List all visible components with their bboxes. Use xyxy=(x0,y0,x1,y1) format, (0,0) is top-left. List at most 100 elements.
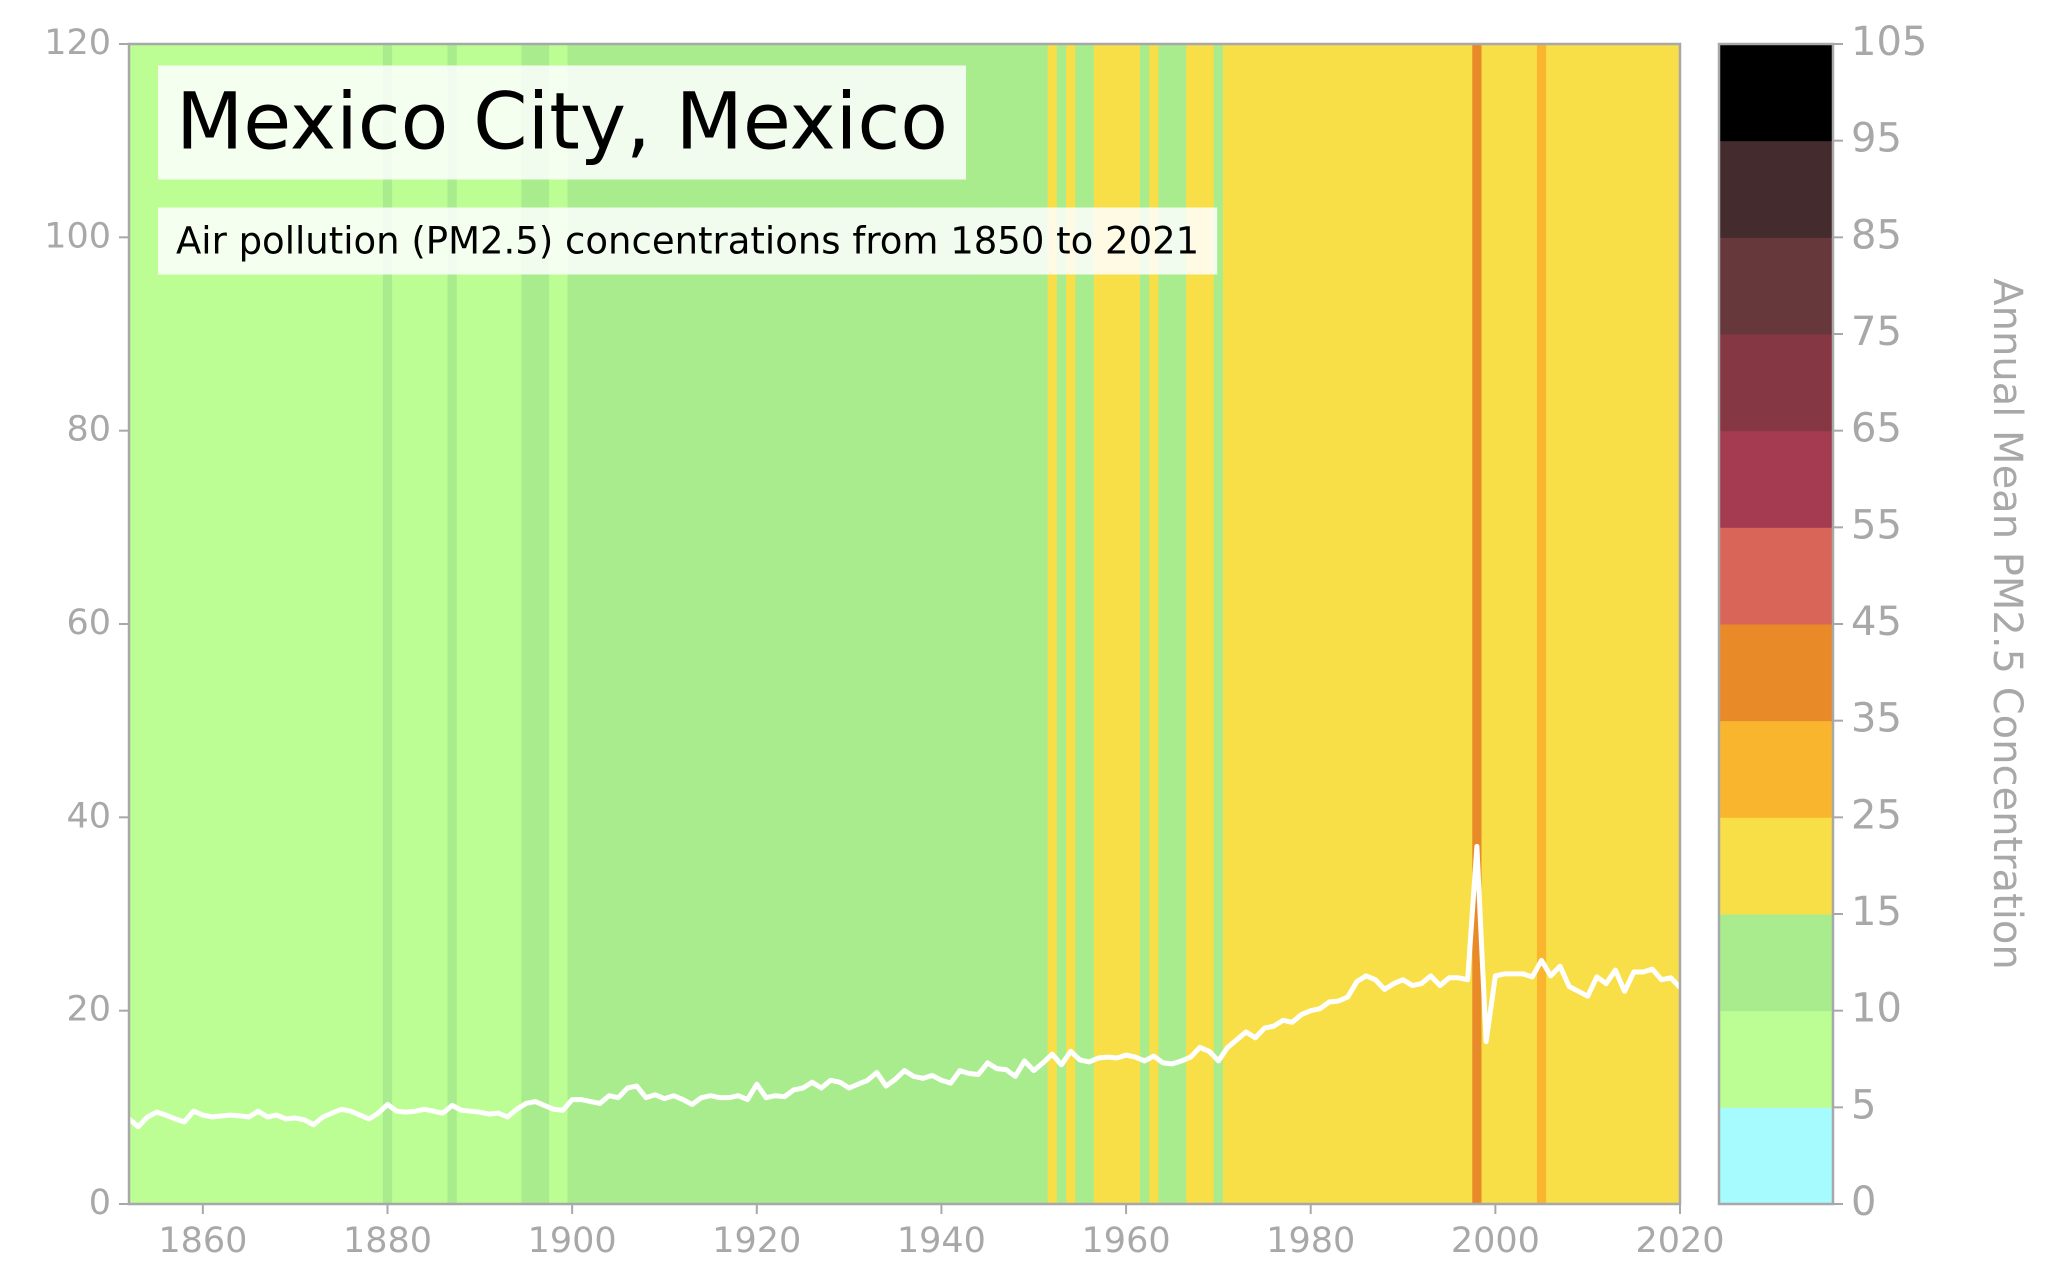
stripe xyxy=(410,44,421,1204)
stripe xyxy=(973,44,984,1204)
stripe xyxy=(946,44,956,1204)
stripe xyxy=(1444,44,1455,1204)
x-tick-label: 1880 xyxy=(343,1221,432,1261)
stripe xyxy=(1278,44,1289,1204)
y-tick-label: 20 xyxy=(66,990,111,1030)
stripe xyxy=(281,44,292,1204)
stripe xyxy=(244,44,255,1204)
stripe xyxy=(816,44,827,1204)
stripe xyxy=(1398,44,1409,1204)
stripe xyxy=(724,44,735,1204)
stripe xyxy=(502,44,513,1204)
stripe xyxy=(1158,44,1169,1204)
colorbar-segment xyxy=(1719,624,1833,722)
stripe xyxy=(1010,44,1021,1204)
stripe xyxy=(687,44,698,1204)
x-tick-label: 1920 xyxy=(712,1221,801,1261)
x-tick-label: 2020 xyxy=(1635,1221,1724,1261)
stripe xyxy=(133,44,144,1204)
stripe xyxy=(659,44,670,1204)
colorbar-tick-label: 85 xyxy=(1851,212,1902,258)
stripe xyxy=(1361,44,1372,1204)
stripe xyxy=(1306,44,1316,1204)
stripe xyxy=(890,44,901,1204)
y-tick-label: 40 xyxy=(66,796,111,836)
stripe xyxy=(309,44,319,1204)
stripe xyxy=(909,44,919,1204)
stripe xyxy=(207,44,218,1204)
colorbar-segment xyxy=(1719,237,1833,335)
stripe xyxy=(1084,44,1095,1204)
stripe xyxy=(835,44,846,1204)
stripe xyxy=(1075,44,1086,1204)
colorbar-tick-label: 45 xyxy=(1851,599,1902,645)
stripe xyxy=(382,44,393,1204)
stripe xyxy=(419,44,430,1204)
stripe xyxy=(650,44,661,1204)
colorbar-segment xyxy=(1719,334,1833,432)
stripe xyxy=(129,44,135,1204)
stripe xyxy=(696,44,707,1204)
colorbar-tick-label: 105 xyxy=(1851,19,1927,65)
stripe xyxy=(715,44,726,1204)
stripe xyxy=(1139,44,1150,1204)
stripe xyxy=(585,44,596,1204)
stripe xyxy=(1509,44,1520,1204)
stripe xyxy=(770,44,781,1204)
stripe xyxy=(216,44,227,1204)
stripe xyxy=(899,44,910,1204)
stripe xyxy=(299,44,310,1204)
stripe xyxy=(1167,44,1178,1204)
stripe xyxy=(1315,44,1326,1204)
stripe xyxy=(318,44,329,1204)
stripe xyxy=(1389,44,1400,1204)
stripes xyxy=(129,44,1680,1204)
stripe xyxy=(789,44,799,1204)
pm25-line xyxy=(129,843,1680,1130)
stripe xyxy=(982,44,993,1204)
stripe xyxy=(1675,44,1680,1204)
stripe xyxy=(1223,44,1233,1204)
stripe xyxy=(1527,44,1538,1204)
stripe xyxy=(927,44,938,1204)
stripe xyxy=(1287,44,1298,1204)
stripe xyxy=(1435,44,1446,1204)
stripe xyxy=(1186,44,1196,1204)
stripe xyxy=(567,44,578,1204)
y-tick-label: 0 xyxy=(89,1183,111,1223)
stripe xyxy=(447,44,458,1204)
stripe xyxy=(1463,44,1473,1204)
stripe xyxy=(456,44,467,1204)
stripe xyxy=(1481,44,1492,1204)
stripe xyxy=(1583,44,1593,1204)
stripe xyxy=(345,44,356,1204)
colorbar-segment xyxy=(1719,914,1833,1012)
stripe xyxy=(1490,44,1501,1204)
stripe xyxy=(992,44,1003,1204)
stripe xyxy=(678,44,689,1204)
stripe xyxy=(742,44,753,1204)
stripe xyxy=(1610,44,1621,1204)
stripe xyxy=(1343,44,1353,1204)
colorbar-segment xyxy=(1719,527,1833,625)
stripe xyxy=(225,44,236,1204)
stripe xyxy=(936,44,947,1204)
stripe xyxy=(641,44,652,1204)
stripe xyxy=(262,44,273,1204)
stripe xyxy=(706,44,716,1204)
stripe xyxy=(1379,44,1390,1204)
stripe xyxy=(530,44,541,1204)
stripe xyxy=(1066,44,1076,1204)
colorbar-segment xyxy=(1719,140,1833,238)
colorbar-tick-label: 15 xyxy=(1851,889,1902,935)
stripe xyxy=(632,44,642,1204)
stripe xyxy=(1195,44,1206,1204)
y-tick-label: 60 xyxy=(66,603,111,643)
stripe xyxy=(1666,44,1676,1204)
stripe xyxy=(761,44,772,1204)
stripe xyxy=(558,44,569,1204)
stripe xyxy=(179,44,190,1204)
stripe xyxy=(438,44,449,1204)
stripe xyxy=(198,44,209,1204)
